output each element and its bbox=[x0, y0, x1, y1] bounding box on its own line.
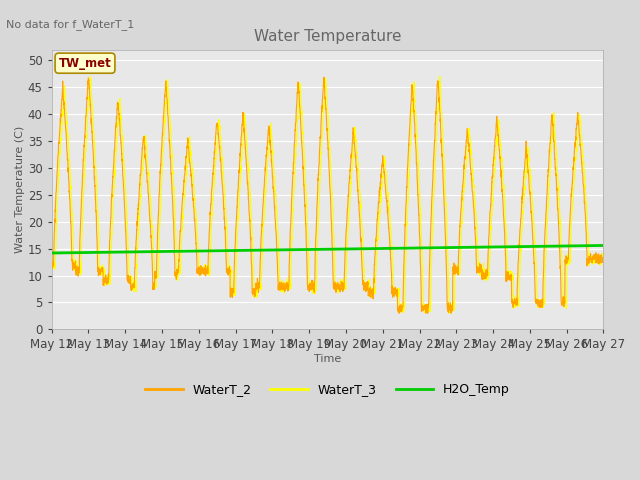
Y-axis label: Water Temperature (C): Water Temperature (C) bbox=[15, 126, 25, 253]
Text: TW_met: TW_met bbox=[59, 57, 111, 70]
X-axis label: Time: Time bbox=[314, 354, 341, 364]
Title: Water Temperature: Water Temperature bbox=[254, 29, 401, 44]
Text: No data for f_WaterT_1: No data for f_WaterT_1 bbox=[6, 19, 134, 30]
Legend: WaterT_2, WaterT_3, H2O_Temp: WaterT_2, WaterT_3, H2O_Temp bbox=[140, 378, 515, 401]
